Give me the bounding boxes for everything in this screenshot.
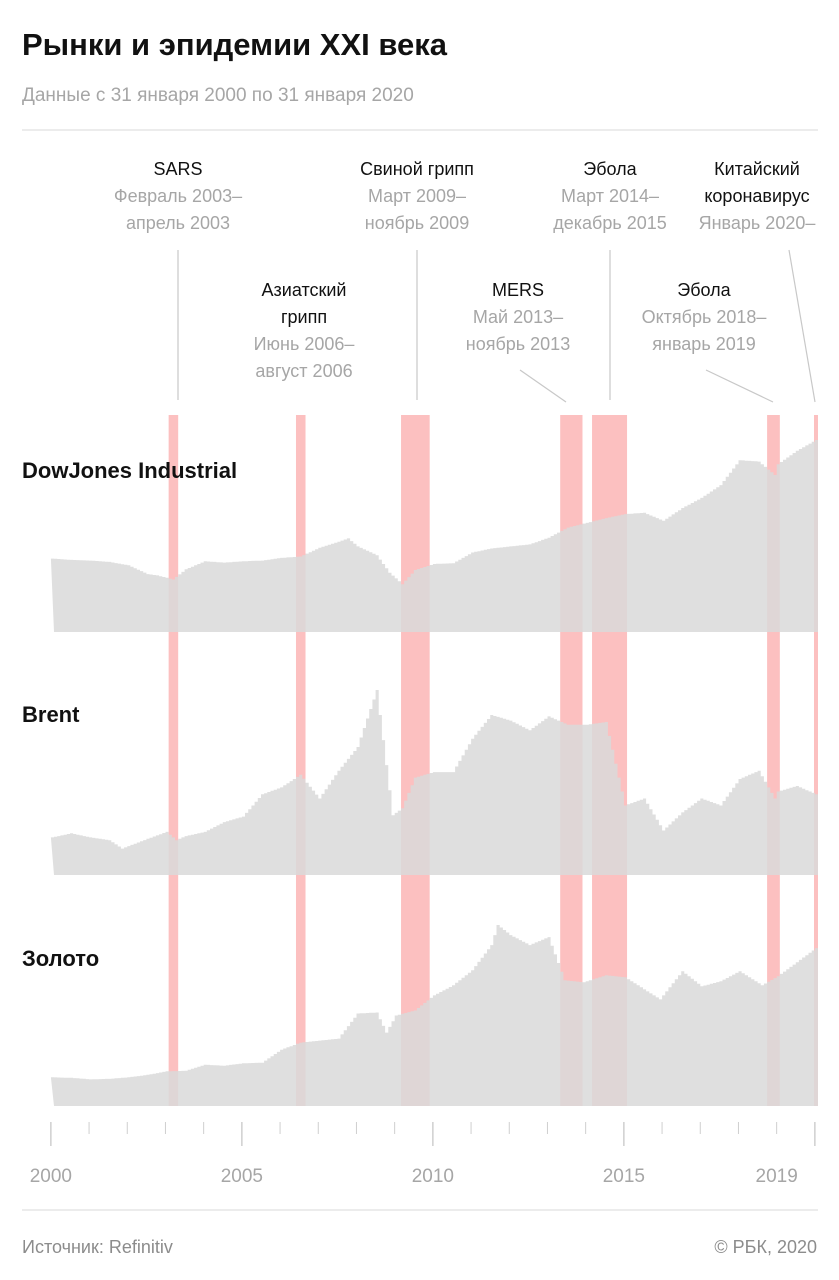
epidemic-period-0-2: апрель 2003 — [126, 213, 230, 233]
epidemic-band-1 — [295, 415, 306, 1106]
copyright: © РБК, 2020 — [714, 1237, 817, 1257]
epidemic-name-0-0: SARS — [153, 159, 202, 179]
x-tick-label-2000: 2000 — [30, 1166, 72, 1187]
epidemic-leader-6 — [788, 249, 816, 403]
epidemic-period-4-2: декабрь 2015 — [553, 213, 667, 233]
epidemic-name-4-0: Эбола — [583, 159, 637, 179]
epidemic-name-5-0: Эбола — [677, 280, 731, 300]
series-label-2: Золото — [22, 946, 99, 971]
page-title: Рынки и эпидемии XXI века — [22, 27, 448, 62]
x-tick-label-2019: 2019 — [756, 1166, 798, 1187]
epidemic-labels: SARS Февраль 2003– апрель 2003 Азиатский гри… — [114, 159, 816, 403]
series-areas: DowJones Industrial Brent Золото — [22, 440, 818, 1106]
epidemic-period-3-2: ноябрь 2013 — [466, 334, 570, 354]
epidemic-period-2-1: Март 2009– — [368, 186, 466, 206]
epidemic-period-2-2: ноябрь 2009 — [365, 213, 469, 233]
x-axis: 2000 2005 2010 2015 2019 — [30, 1122, 816, 1187]
epidemic-period-6-2: Январь 2020– — [699, 213, 816, 233]
epidemic-period-4-1: Март 2014– — [561, 186, 659, 206]
epidemic-band-2 — [401, 415, 430, 1106]
series-area-2 — [50, 925, 818, 1106]
epidemic-name-1-0: Азиатский — [262, 280, 347, 300]
page-subtitle: Данные с 31 января 2000 по 31 января 202… — [22, 85, 414, 106]
series-area-0 — [50, 440, 818, 632]
epidemic-name-6-0: Китайский — [714, 159, 800, 179]
epidemic-leader-5 — [705, 369, 774, 403]
epidemic-band-6 — [814, 415, 818, 1106]
epidemic-leader-3 — [519, 369, 567, 403]
series-label-1: Brent — [22, 702, 80, 727]
epidemic-name-1-1: грипп — [281, 307, 327, 327]
epidemic-period-0-1: Февраль 2003– — [114, 186, 242, 206]
epidemic-name-3-0: MERS — [492, 280, 544, 300]
epidemic-period-5-2: январь 2019 — [652, 334, 756, 354]
epidemic-name-2-0: Свиной грипп — [360, 159, 474, 179]
epidemic-name-6-1: коронавирус — [704, 186, 809, 206]
series-label-0: DowJones Industrial — [22, 458, 237, 483]
x-tick-label-2015: 2015 — [603, 1166, 645, 1187]
epidemic-period-5-1: Октябрь 2018– — [642, 307, 767, 327]
x-tick-label-2010: 2010 — [412, 1166, 454, 1187]
epidemic-band-0 — [168, 415, 179, 1106]
epidemic-period-1-3: август 2006 — [255, 361, 352, 381]
x-tick-label-2005: 2005 — [221, 1166, 263, 1187]
series-area-1 — [50, 690, 818, 875]
epidemic-period-3-1: Май 2013– — [473, 307, 563, 327]
source-note: Источник: Refinitiv — [22, 1237, 173, 1257]
epidemic-period-1-2: Июнь 2006– — [254, 334, 355, 354]
